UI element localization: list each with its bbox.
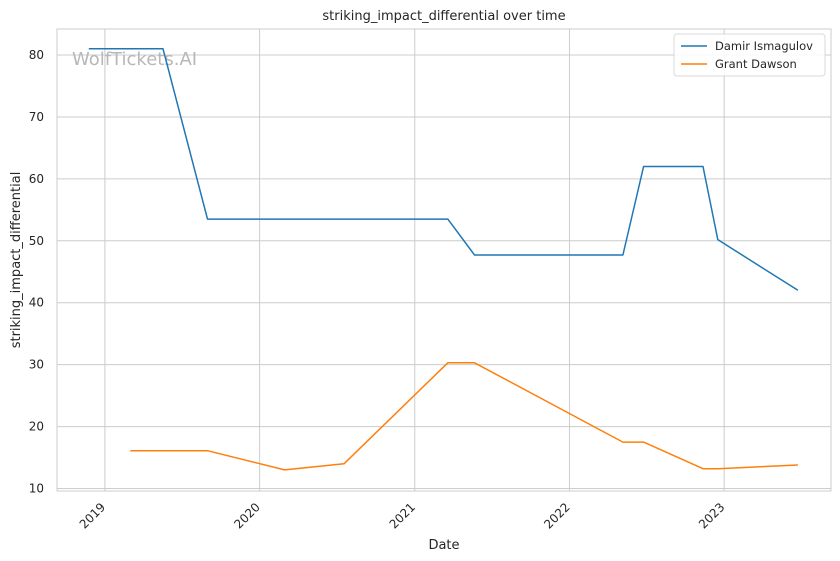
y-tick-label: 60 (29, 172, 44, 186)
grid (57, 29, 831, 491)
y-tick-label: 40 (29, 296, 44, 310)
legend-entry: Grant Dawson (715, 57, 797, 71)
y-tick-label: 80 (29, 48, 44, 62)
y-tick-label: 70 (29, 110, 44, 124)
series-lines (88, 48, 799, 471)
y-tick-label: 30 (29, 358, 44, 372)
x-axis-label: Date (428, 538, 459, 553)
plot-frame (56, 28, 832, 492)
y-tick-label: 10 (29, 482, 44, 496)
y-axis-label: striking_impact_differential (9, 172, 24, 349)
y-tick-label: 50 (29, 234, 44, 248)
watermark: WolfTickets.AI (72, 49, 197, 70)
legend: Damir Ismagulov Grant Dawson (673, 33, 826, 77)
y-tick-label: 20 (29, 420, 44, 434)
legend-box (673, 33, 826, 77)
series-line (88, 48, 799, 291)
chart-title: striking_impact_differential over time (322, 9, 565, 24)
series-line (130, 362, 798, 471)
legend-entry: Damir Ismagulov (715, 39, 813, 53)
